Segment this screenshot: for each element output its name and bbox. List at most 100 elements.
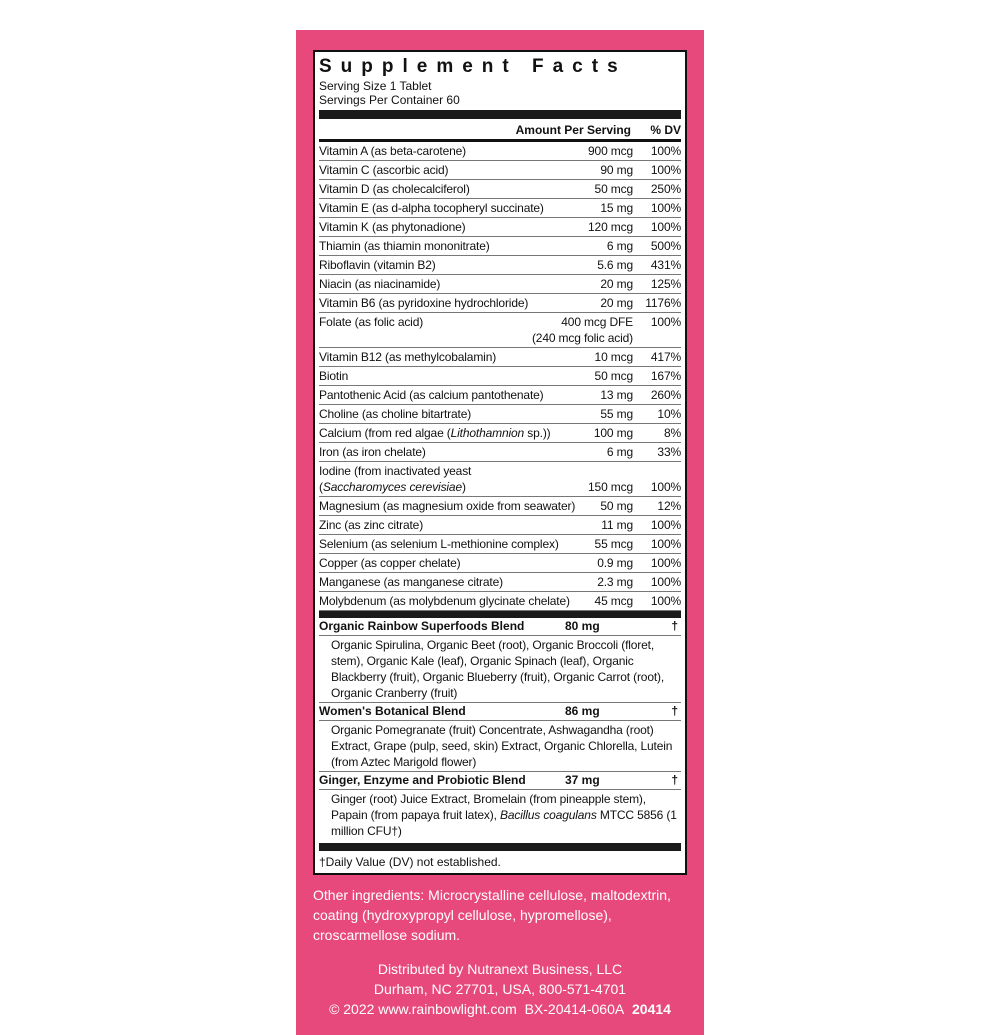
blend-amount: 86 mg	[565, 704, 600, 718]
nutrient-dv: 167%	[650, 369, 681, 383]
nutrient-name: Vitamin B12 (as methylcobalamin)	[319, 350, 497, 364]
distributor-line3: © 2022 www.rainbowlight.com BX-20414-060…	[313, 999, 687, 1019]
nutrient-dv: 100%	[650, 518, 681, 532]
nutrient-amount: 100 mg	[593, 426, 633, 440]
blend-dv: †	[671, 773, 678, 787]
nutrient-amount: 6 mg	[606, 445, 633, 459]
nutrient-dv: 100%	[650, 220, 681, 234]
nutrient-dv: 10%	[657, 407, 681, 421]
nutrient-dv: 33%	[657, 445, 681, 459]
distributor-line2: Durham, NC 27701, USA, 800-571-4701	[373, 981, 627, 997]
nutrient-row: Vitamin B6 (as pyridoxine hydrochloride)…	[319, 294, 681, 313]
blend-ingredients: Ginger (root) Juice Extract, Bromelain (…	[319, 790, 681, 840]
nutrient-row: Vitamin D (as cholecalciferol) 50 mcg 250%	[319, 180, 681, 199]
nutrient-name: Niacin (as niacinamide)	[319, 277, 441, 291]
nutrient-amount: 2.3 mg	[597, 575, 633, 589]
nutrient-amount: 13 mg	[600, 388, 633, 402]
nutrient-dv: 100%	[650, 537, 681, 551]
serving-size: Serving Size 1 Tablet	[319, 79, 432, 93]
header-amount: Amount Per Serving	[515, 123, 631, 137]
blend-amount: 80 mg	[565, 619, 600, 633]
nutrient-name: Manganese (as manganese citrate)	[319, 575, 503, 589]
nutrient-name-italic: Saccharomyces cerevisiae	[322, 480, 462, 494]
nutrient-amount: 20 mg	[600, 277, 633, 291]
nutrient-name: Molybdenum (as molybdenum glycinate chel…	[319, 594, 570, 608]
nutrient-row: Folate (as folic acid) 400 mcg DFE 100% (24…	[319, 313, 681, 348]
nutrient-amount: 5.6 mg	[597, 258, 633, 272]
nutrient-name-italic: Lithothamnion	[450, 426, 525, 440]
nutrient-dv: 500%	[650, 239, 681, 253]
header-dv: % DV	[650, 123, 681, 137]
nutrient-dv: 8%	[663, 426, 681, 440]
blend-row: Women's Botanical Blend 86 mg †	[319, 703, 681, 721]
nutrient-amount: 900 mcg	[588, 144, 633, 158]
nutrient-name: Folate (as folic acid)	[319, 315, 424, 329]
nutrient-name: Vitamin C (ascorbic acid)	[319, 163, 449, 177]
nutrient-dv: 100%	[650, 480, 681, 494]
desc-part: Ginger (root) Juice Extract, Bromelain (…	[331, 792, 646, 822]
nutrient-row: Riboflavin (vitamin B2) 5.6 mg 431%	[319, 256, 681, 275]
nutrient-dv: 125%	[650, 277, 681, 291]
nutrient-row: Biotin 50 mcg 167%	[319, 367, 681, 386]
nutrient-amount: 120 mcg	[588, 220, 633, 234]
nutrient-row: Iron (as iron chelate) 6 mg 33%	[319, 443, 681, 462]
nutrient-row: Calcium (from red algae (Lithothamnion s…	[319, 424, 681, 443]
blend-name: Organic Rainbow Superfoods Blend	[319, 619, 525, 633]
nutrient-row: Molybdenum (as molybdenum glycinate chel…	[319, 592, 681, 611]
nutrient-amount: 15 mg	[600, 201, 633, 215]
nutrient-amount: 400 mcg DFE	[561, 315, 633, 329]
nutrient-dv: 100%	[650, 163, 681, 177]
nutrient-amount: 50 mcg	[594, 369, 634, 383]
label-panel: Supplement Facts Serving Size 1 Tablet S…	[296, 30, 704, 1035]
nutrient-name: Vitamin E (as d-alpha tocopheryl succina…	[319, 201, 544, 215]
nutrient-name: Iron (as iron chelate)	[319, 445, 426, 459]
nutrient-name: Calcium (from red algae (Lithothamnion s…	[319, 425, 588, 441]
desc-part: MTCC 5856 (1 million CFU†)	[331, 808, 677, 838]
nutrient-amount: 45 mcg	[594, 594, 634, 608]
nutrient-row: Thiamin (as thiamin mononitrate) 6 mg 500%	[319, 237, 681, 256]
nutrient-name: Magnesium (as magnesium oxide from seawa…	[319, 499, 576, 513]
nutrient-row: Zinc (as zinc citrate) 11 mg 100%	[319, 516, 681, 535]
nutrient-row: Iodine (from inactivated yeast (Saccharom…	[319, 462, 681, 497]
nutrient-dv: 100%	[650, 144, 681, 158]
nutrient-amount: 55 mg	[600, 407, 633, 421]
nutrient-row: Vitamin A (as beta-carotene) 900 mcg 100%	[319, 142, 681, 161]
nutrient-amount: 20 mg	[600, 296, 633, 310]
nutrient-amount: 90 mg	[600, 163, 633, 177]
supplement-facts-box: Supplement Facts Serving Size 1 Tablet S…	[313, 50, 687, 875]
nutrient-dv: 100%	[650, 556, 681, 570]
nutrient-name: Zinc (as zinc citrate)	[319, 518, 424, 532]
nutrient-dv: 1176%	[645, 296, 681, 310]
nutrient-name-part: )	[461, 480, 466, 494]
nutrient-name: Vitamin K (as phytonadione)	[319, 220, 466, 234]
nutrient-row: Manganese (as manganese citrate) 2.3 mg 10…	[319, 573, 681, 592]
blend-name: Women's Botanical Blend	[319, 704, 466, 718]
nutrient-dv: 100%	[650, 594, 681, 608]
blend-dv: †	[671, 619, 678, 633]
distributor-line1: Distributed by Nutranext Business, LLC	[377, 961, 623, 977]
nutrient-name: Pantothenic Acid (as calcium pantothenat…	[319, 388, 544, 402]
nutrient-name: Copper (as copper chelate)	[319, 556, 461, 570]
nutrient-row: Niacin (as niacinamide) 20 mg 125%	[319, 275, 681, 294]
nutrient-list: Vitamin A (as beta-carotene) 900 mcg 100% V…	[319, 142, 681, 611]
nutrient-dv: 417%	[650, 350, 681, 364]
nutrient-amount: 150 mcg	[588, 480, 633, 494]
divider-bar	[319, 110, 681, 119]
nutrient-name: Vitamin A (as beta-carotene)	[319, 144, 466, 158]
blend-name: Ginger, Enzyme and Probiotic Blend	[319, 773, 526, 787]
nutrient-dv: 431%	[650, 258, 681, 272]
footnote: †Daily Value (DV) not established.	[319, 855, 501, 869]
nutrient-row: Vitamin E (as d-alpha tocopheryl succina…	[319, 199, 681, 218]
nutrient-dv: 100%	[650, 575, 681, 589]
blend-ingredients: Organic Spirulina, Organic Beet (root), …	[319, 636, 681, 703]
amount-note: (240 mcg folic acid)	[531, 331, 633, 345]
other-ingredients: Other ingredients: Microcrystalline cell…	[313, 887, 671, 943]
nutrient-dv: 100%	[650, 201, 681, 215]
nutrient-dv: 12%	[657, 499, 681, 513]
nutrient-name: Vitamin D (as cholecalciferol)	[319, 182, 470, 196]
blend-amount: 37 mg	[565, 773, 600, 787]
nutrient-amount: 50 mg	[600, 499, 633, 513]
blend-dv: †	[671, 704, 678, 718]
facts-title: Supplement Facts	[319, 56, 627, 77]
nutrient-name: Riboflavin (vitamin B2)	[319, 258, 436, 272]
